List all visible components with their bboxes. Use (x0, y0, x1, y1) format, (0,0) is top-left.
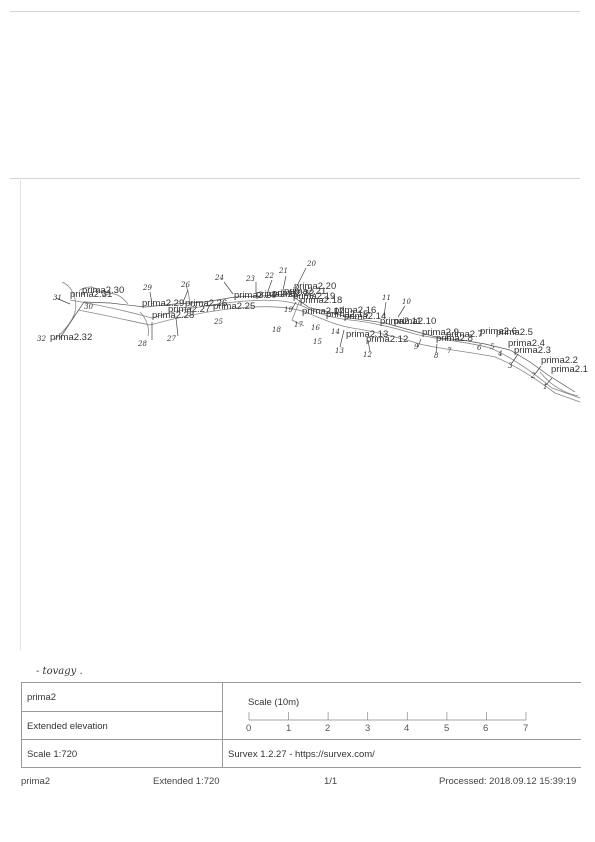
station-label: prima2.25 (213, 301, 255, 312)
handwritten-number: 24 (214, 274, 224, 282)
station-label: prima2.32 (50, 332, 92, 343)
handwritten-number: 11 (382, 294, 391, 302)
handwritten-number: 7 (447, 347, 452, 355)
scale-tick-label: 2 (325, 723, 331, 734)
footer-view-scale: Extended 1:720 (153, 776, 220, 787)
handwritten-number: 27 (166, 335, 176, 343)
station-label: prima2.26 (185, 298, 227, 309)
handwritten-number: 8 (434, 352, 439, 360)
footer-page-number: 1/1 (324, 776, 338, 787)
upper-divider-line (10, 178, 580, 179)
station-label: prima2.11 (380, 316, 422, 327)
station-label: prima2.13 (346, 329, 388, 340)
handwritten-number: 6 (477, 344, 482, 352)
station-label: prima2.5 (496, 327, 533, 338)
scale-tick-label: 7 (523, 723, 529, 734)
handwritten-note: - tovagy . (36, 666, 83, 677)
station-label: prima2.24 (234, 290, 276, 301)
handwritten-number: 16 (311, 324, 320, 332)
centerline (59, 293, 576, 393)
station-label: prima2.2 (541, 355, 578, 366)
station-label: prima2.18 (300, 295, 342, 306)
station-label: prima2.22 (272, 288, 314, 299)
handwritten-number: 9 (414, 343, 419, 351)
station-label: prima2.29 (142, 298, 184, 309)
station-label: prima2.31 (70, 289, 112, 300)
scale-bar (248, 712, 527, 721)
info-box-divider (222, 682, 223, 768)
info-box-bottom-line (21, 767, 581, 768)
station-label: prima2.23 (256, 289, 298, 300)
left-margin-line (20, 180, 21, 650)
leader-lines (55, 267, 553, 386)
handwritten-number: 18 (272, 326, 281, 334)
info-row-divider (21, 739, 581, 740)
handwritten-number: 4 (497, 350, 502, 358)
handwritten-number: 13 (335, 347, 344, 355)
station-label: prima2.6 (480, 326, 517, 337)
station-label: prima2.3 (514, 345, 551, 356)
handwritten-number: 1 (543, 383, 547, 391)
scale-tick-label: 3 (365, 723, 371, 734)
handwritten-number: 29 (142, 284, 152, 292)
scale-text: Scale 1:720 (27, 749, 78, 760)
station-label: prima2.21 (284, 286, 326, 297)
handwritten-number: 2 (530, 372, 536, 380)
station-label: prima2.4 (508, 338, 545, 349)
station-label: prima2.12 (366, 334, 408, 345)
handwritten-number: 20 (306, 260, 316, 268)
scale-tick-label: 6 (483, 723, 489, 734)
survey-name: prima2 (27, 692, 57, 703)
station-labels: prima2.30 prima2.31 prima2.32 prima2.29 … (50, 281, 588, 375)
scale-tick-label: 1 (286, 723, 292, 734)
view-type: Extended elevation (27, 721, 108, 732)
scale-bar-title: Scale (10m) (248, 697, 300, 708)
station-label: prima2.20 (294, 281, 336, 292)
station-label: prima2.17 (302, 306, 344, 317)
passage-outline (53, 281, 581, 403)
handwritten-number: 5 (490, 343, 495, 351)
station-label: prima2.19 (293, 291, 335, 302)
handwritten-number: 32 (37, 335, 46, 343)
handwritten-number: 10 (402, 298, 411, 306)
station-label: prima2.7 (446, 329, 483, 340)
station-label: prima2.30 (82, 285, 124, 296)
info-row-divider (21, 711, 222, 712)
top-border-line (10, 11, 580, 12)
handwritten-number: 30 (84, 303, 93, 311)
station-label: prima2.27 (168, 304, 210, 315)
station-label: prima2.15 (326, 309, 368, 320)
info-box-left-edge (21, 682, 22, 768)
handwritten-number: 22 (264, 272, 274, 280)
handwritten-number: 14 (331, 328, 340, 336)
handwritten-number: 12 (363, 351, 372, 359)
station-label: prima2.28 (152, 310, 194, 321)
station-label: prima2.1 (551, 364, 588, 375)
station-label: prima2.10 (394, 316, 436, 327)
handwritten-number: 17 (294, 321, 303, 329)
scale-tick-label: 4 (404, 723, 410, 734)
footer-survey-name: prima2 (21, 776, 51, 787)
station-label: prima2.8 (436, 333, 473, 344)
handwritten-number: 25 (213, 318, 223, 326)
footer-processed-date: Processed: 2018.09.12 15:39:19 (439, 776, 577, 787)
info-box (21, 682, 581, 768)
handwritten-number: 19 (284, 306, 293, 314)
handwritten-number: 15 (313, 338, 322, 346)
handwritten-number: 26 (180, 281, 190, 289)
scale-tick-label: 5 (444, 723, 450, 734)
handwritten-station-numbers: 31 30 29 28 27 26 25 24 23 22 21 20 19 1… (37, 260, 547, 391)
station-label: prima2.16 (334, 305, 376, 316)
handwritten-number: 21 (278, 267, 288, 275)
software-credit: Survex 1.2.27 - https://survex.com/ (228, 749, 375, 760)
handwritten-number: 28 (137, 340, 147, 348)
handwritten-number: 23 (245, 275, 255, 283)
station-label: prima2.14 (344, 311, 386, 322)
handwritten-number: 3 (508, 362, 513, 370)
station-label: prima2.9 (422, 327, 459, 338)
handwritten-number: 31 (53, 294, 62, 302)
scale-tick-label: 0 (246, 723, 252, 734)
